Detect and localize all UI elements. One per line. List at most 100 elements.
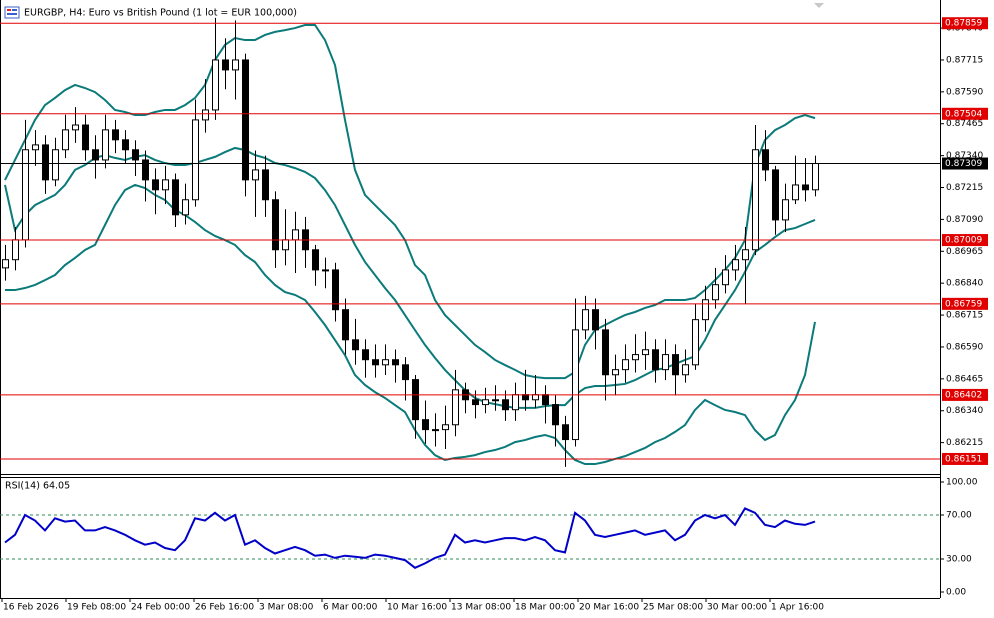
candle-body: [652, 349, 659, 371]
x-tick-label: 24 Feb 00:00: [131, 603, 190, 613]
candle-body: [172, 179, 179, 216]
candle-body: [52, 149, 59, 181]
candle-body: [632, 354, 639, 361]
candle-body: [762, 149, 769, 171]
candle-body: [672, 354, 679, 376]
price-level-label: 0.87504: [945, 109, 982, 119]
y-tick-label: 30.00: [946, 555, 972, 565]
candle-body: [282, 239, 289, 251]
y-tick-label: 0.86340: [946, 406, 983, 416]
candle-body: [642, 349, 649, 356]
bollinger-lower: [5, 183, 816, 466]
candle-body: [502, 399, 509, 411]
x-tick-label: 10 Mar 16:00: [387, 603, 447, 613]
candle-body: [512, 394, 519, 411]
candle-body: [732, 259, 739, 271]
candle-body: [232, 59, 239, 71]
x-tick-label: 19 Feb 08:00: [67, 603, 126, 613]
candle-body: [432, 429, 439, 432]
last-price-label: 0.87309: [945, 159, 982, 169]
shift-marker: [814, 3, 824, 8]
icon-frame: [4, 6, 20, 19]
candle-body: [702, 299, 709, 321]
y-tick-label: 0.86215: [946, 438, 983, 448]
y-tick-label: 0.87090: [946, 215, 983, 225]
x-tick-label: 13 Mar 08:00: [451, 603, 511, 613]
x-tick-label: 18 Mar 00:00: [515, 603, 575, 613]
candle-body: [92, 149, 99, 161]
candle-body: [132, 149, 139, 161]
candle-body: [492, 399, 499, 402]
y-tick-label: 70.00: [946, 511, 972, 521]
candle-body: [722, 269, 729, 286]
price-level-label: 0.86759: [945, 299, 982, 309]
candle-body: [242, 59, 249, 181]
candle-body: [32, 144, 39, 151]
candle-body: [382, 359, 389, 366]
x-tick-label: 1 Apr 16:00: [771, 603, 824, 613]
candle-body: [72, 124, 79, 131]
candle-body: [692, 319, 699, 366]
candle-body: [222, 59, 229, 71]
candle-body: [562, 424, 569, 441]
candle-body: [122, 139, 129, 151]
candle-body: [192, 119, 199, 201]
candle-body: [82, 124, 89, 151]
candle-body: [622, 359, 629, 371]
symbol-icon: [4, 6, 20, 19]
candle-body: [12, 239, 19, 261]
candle-body: [272, 199, 279, 251]
price-level-label: 0.87859: [945, 19, 982, 29]
price-level-tag: [942, 297, 988, 310]
y-tick-label: 0.86965: [946, 247, 983, 257]
candle-body: [262, 169, 269, 201]
candle-body: [362, 349, 369, 361]
candle-body: [812, 163, 819, 191]
bollinger-middle: [4, 146, 816, 409]
price-level-label: 0.86402: [945, 390, 982, 400]
candle-body: [182, 199, 189, 216]
bollinger-upper: [4, 24, 816, 380]
candle-body: [612, 369, 619, 376]
price-level-tag: [942, 17, 988, 30]
rsi-title: RSI(14) 64.05: [5, 481, 70, 492]
rsi-line: [4, 507, 816, 569]
candle-body: [42, 144, 49, 181]
candle-body: [682, 364, 689, 376]
y-tick-label: 0.87465: [946, 119, 983, 129]
candle-body: [742, 249, 749, 261]
candle-body: [572, 329, 579, 441]
icon-part: [7, 13, 17, 15]
candle-body: [292, 229, 299, 241]
x-tick-label: 6 Mar 00:00: [323, 603, 378, 613]
price-level-label: 0.87009: [945, 236, 982, 246]
candle-body: [582, 309, 589, 331]
icon-part: [7, 9, 11, 11]
candle-body: [602, 329, 609, 376]
price-level-tag: [942, 234, 988, 247]
candle-body: [532, 394, 539, 401]
y-tick-label: 0.00: [946, 588, 966, 598]
icon-part: [12, 9, 17, 11]
candle-body: [522, 394, 529, 401]
candle-body: [162, 179, 169, 191]
candle-body: [102, 129, 109, 161]
y-tick-label: 100.00: [946, 478, 978, 488]
x-tick-label: 20 Mar 16:00: [579, 603, 639, 613]
candle-body: [442, 424, 449, 431]
candle-body: [2, 259, 9, 269]
candle-body: [472, 399, 479, 406]
y-tick-label: 0.86590: [946, 342, 983, 352]
y-tick-label: 0.87590: [946, 87, 983, 97]
candle-body: [212, 59, 219, 111]
price-level-tag: [942, 388, 988, 401]
y-tick-label: 0.87215: [946, 183, 983, 193]
candle-body: [662, 354, 669, 371]
candle-body: [352, 339, 359, 351]
candle-body: [552, 404, 559, 426]
candle-body: [252, 169, 259, 181]
candle-body: [342, 309, 349, 341]
candle-body: [802, 184, 809, 191]
y-tick-label: 0.86465: [946, 374, 983, 384]
